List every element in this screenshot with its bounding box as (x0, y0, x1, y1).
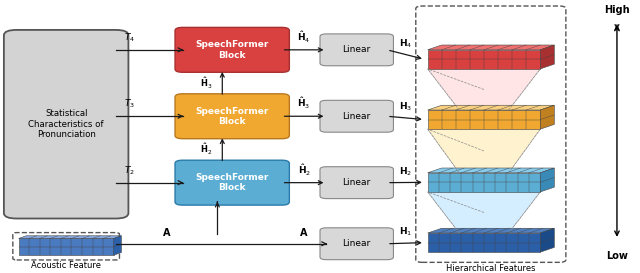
Text: $\mathbf{A}$: $\mathbf{A}$ (162, 226, 172, 238)
Polygon shape (19, 236, 122, 238)
FancyBboxPatch shape (175, 27, 289, 72)
Polygon shape (19, 238, 114, 255)
Text: $\mathbf{A}$: $\mathbf{A}$ (300, 226, 308, 238)
Polygon shape (540, 45, 554, 69)
Polygon shape (540, 228, 554, 252)
Text: Statistical
Characteristics of
Pronunciation: Statistical Characteristics of Pronuncia… (28, 109, 104, 139)
Polygon shape (540, 105, 554, 129)
Polygon shape (428, 173, 540, 192)
Polygon shape (114, 236, 122, 255)
Text: $\mathbf{H}_2$: $\mathbf{H}_2$ (399, 165, 412, 178)
Text: Linear: Linear (342, 45, 371, 54)
Polygon shape (428, 45, 554, 50)
Polygon shape (540, 168, 554, 192)
Polygon shape (428, 233, 540, 252)
Text: SpeechFormer
Block: SpeechFormer Block (195, 40, 269, 60)
FancyBboxPatch shape (175, 160, 289, 205)
Text: $T_2$: $T_2$ (124, 164, 135, 177)
Text: $\mathbf{H}_4$: $\mathbf{H}_4$ (399, 37, 413, 50)
FancyBboxPatch shape (320, 100, 394, 132)
FancyBboxPatch shape (320, 34, 394, 66)
Text: $\mathbf{H}_1$: $\mathbf{H}_1$ (399, 226, 412, 238)
Polygon shape (428, 69, 540, 110)
FancyBboxPatch shape (175, 94, 289, 139)
Text: Acoustic Feature: Acoustic Feature (31, 260, 101, 269)
Text: $T_4$: $T_4$ (124, 31, 135, 44)
Text: $\mathbf{\hat{H}}_2$: $\mathbf{\hat{H}}_2$ (298, 163, 310, 178)
Text: $\mathbf{\hat{H}}_3$: $\mathbf{\hat{H}}_3$ (200, 76, 212, 91)
Text: High: High (604, 5, 630, 15)
Text: Linear: Linear (342, 239, 371, 248)
Text: Hierarchical Features: Hierarchical Features (446, 264, 536, 273)
Text: $T_3$: $T_3$ (124, 98, 135, 110)
FancyBboxPatch shape (4, 30, 129, 218)
Text: $\mathbf{H}_3$: $\mathbf{H}_3$ (399, 101, 412, 113)
FancyBboxPatch shape (320, 167, 394, 198)
Text: SpeechFormer
Block: SpeechFormer Block (195, 173, 269, 192)
Text: Low: Low (606, 251, 628, 261)
Text: Linear: Linear (342, 178, 371, 187)
Polygon shape (428, 228, 554, 233)
Text: $\mathbf{\hat{H}}_2$: $\mathbf{\hat{H}}_2$ (200, 142, 212, 157)
Polygon shape (428, 129, 540, 173)
Text: $\mathbf{\hat{H}}_3$: $\mathbf{\hat{H}}_3$ (298, 96, 310, 111)
Text: SpeechFormer
Block: SpeechFormer Block (195, 106, 269, 126)
FancyBboxPatch shape (320, 228, 394, 260)
Polygon shape (428, 50, 540, 69)
Polygon shape (428, 110, 540, 129)
Polygon shape (428, 192, 540, 233)
Polygon shape (428, 168, 554, 173)
Polygon shape (428, 105, 554, 110)
Text: $\mathbf{\hat{H}}_4$: $\mathbf{\hat{H}}_4$ (298, 30, 310, 45)
Text: Linear: Linear (342, 112, 371, 121)
